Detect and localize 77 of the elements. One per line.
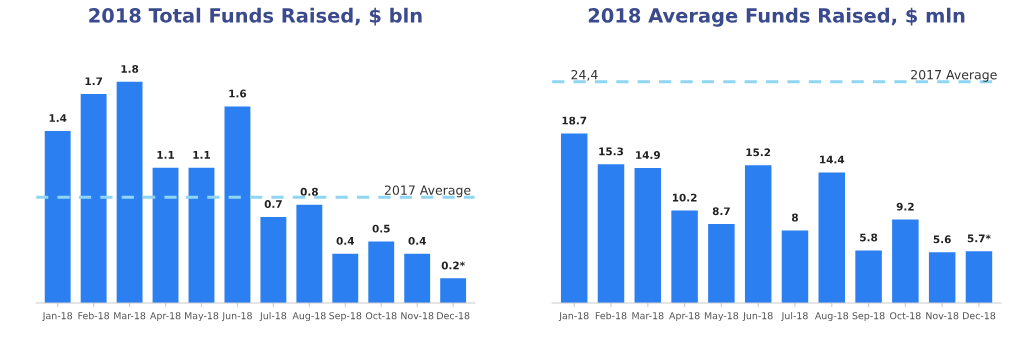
- x-tick-label: Dec-18: [437, 312, 470, 320]
- data-label: 1.1: [157, 151, 175, 159]
- data-label: 1.6: [229, 89, 247, 98]
- data-label: 0.7: [264, 200, 282, 208]
- data-label: 9.2: [896, 202, 914, 211]
- x-tick-label: Nov-18: [926, 312, 959, 320]
- chart-title: 2018 Total Funds Raised, $ bln: [89, 7, 422, 26]
- x-tick-label: May-18: [185, 312, 219, 322]
- x-tick-label: Nov-18: [401, 312, 434, 320]
- data-label: 10.2: [672, 193, 697, 202]
- x-tick-label: Jan-18: [42, 312, 73, 322]
- data-label: 1.8: [121, 64, 139, 73]
- ref-line-label: 2017 Average: [911, 69, 997, 82]
- x-tick-label: Jun-18: [221, 312, 252, 322]
- x-tick-label: Apr-18: [150, 312, 181, 322]
- x-tick-label: Jan-18: [558, 312, 589, 322]
- bar: [440, 278, 467, 303]
- x-tick-label: Oct-18: [890, 312, 921, 320]
- bar: [116, 81, 143, 303]
- x-tick-label: Apr-18: [669, 312, 700, 322]
- data-label: 0.2*: [441, 261, 465, 270]
- data-label: 5.8: [860, 233, 878, 242]
- x-tick-label: May-18: [704, 312, 739, 322]
- data-label: 15.2: [746, 148, 771, 157]
- data-label: 0.8: [300, 187, 318, 196]
- x-tick-label: Sep-18: [329, 312, 362, 322]
- x-tick-label: Aug-18: [292, 312, 326, 322]
- data-label: 5.6: [933, 235, 951, 244]
- bar: [634, 167, 662, 303]
- x-tick-label: Dec-18: [963, 312, 996, 320]
- bar: [188, 167, 215, 303]
- data-label: 14.9: [636, 151, 660, 159]
- data-label: 8.7: [712, 207, 730, 216]
- data-label: 18.7: [562, 116, 587, 125]
- bar: [404, 253, 431, 303]
- data-label: 1.1: [193, 151, 210, 159]
- bar: [855, 250, 882, 303]
- data-label: 8: [791, 213, 798, 222]
- x-tick-label: Sep-18: [852, 312, 885, 322]
- x-tick-label: Feb-18: [78, 311, 110, 320]
- x-tick-label: Jul-18: [259, 311, 287, 322]
- bar: [152, 167, 179, 303]
- bar: [708, 224, 735, 303]
- bar: [965, 251, 993, 303]
- x-tick-label: Oct-18: [365, 312, 397, 320]
- bar: [892, 219, 919, 303]
- bar: [332, 253, 359, 303]
- bar: [781, 230, 809, 303]
- bar: [818, 172, 846, 303]
- data-label: 14.4: [820, 155, 845, 164]
- data-label: 1.7: [85, 77, 103, 86]
- bar: [44, 130, 71, 303]
- x-tick-label: Aug-18: [814, 312, 849, 322]
- x-tick-label: Feb-18: [595, 311, 627, 320]
- bar: [80, 94, 107, 303]
- data-label: 1.4: [49, 114, 67, 122]
- bar: [671, 210, 698, 303]
- bar: [296, 204, 323, 303]
- chart-title: 2018 Average Funds Raised, $ mln: [588, 7, 965, 27]
- bar: [597, 164, 625, 303]
- bar: [560, 133, 588, 303]
- x-tick-label: Mar-18: [114, 312, 146, 320]
- data-label: 0.5: [372, 224, 390, 233]
- bar: [744, 165, 772, 303]
- data-label: 0.4: [408, 236, 426, 245]
- data-label: 15.3: [599, 147, 624, 156]
- annotation: 24,4: [571, 69, 598, 81]
- x-tick-label: Jun-18: [742, 312, 773, 322]
- ref-line-label: 2017 Average: [384, 185, 471, 198]
- data-label: 0.4: [336, 236, 355, 245]
- x-tick-label: Mar-18: [632, 312, 664, 320]
- x-tick-label: Jul-18: [781, 311, 808, 322]
- bar: [368, 241, 395, 303]
- bar: [928, 252, 956, 303]
- data-label: 5.7*: [967, 234, 991, 243]
- bar: [260, 216, 287, 303]
- bar: [224, 106, 251, 303]
